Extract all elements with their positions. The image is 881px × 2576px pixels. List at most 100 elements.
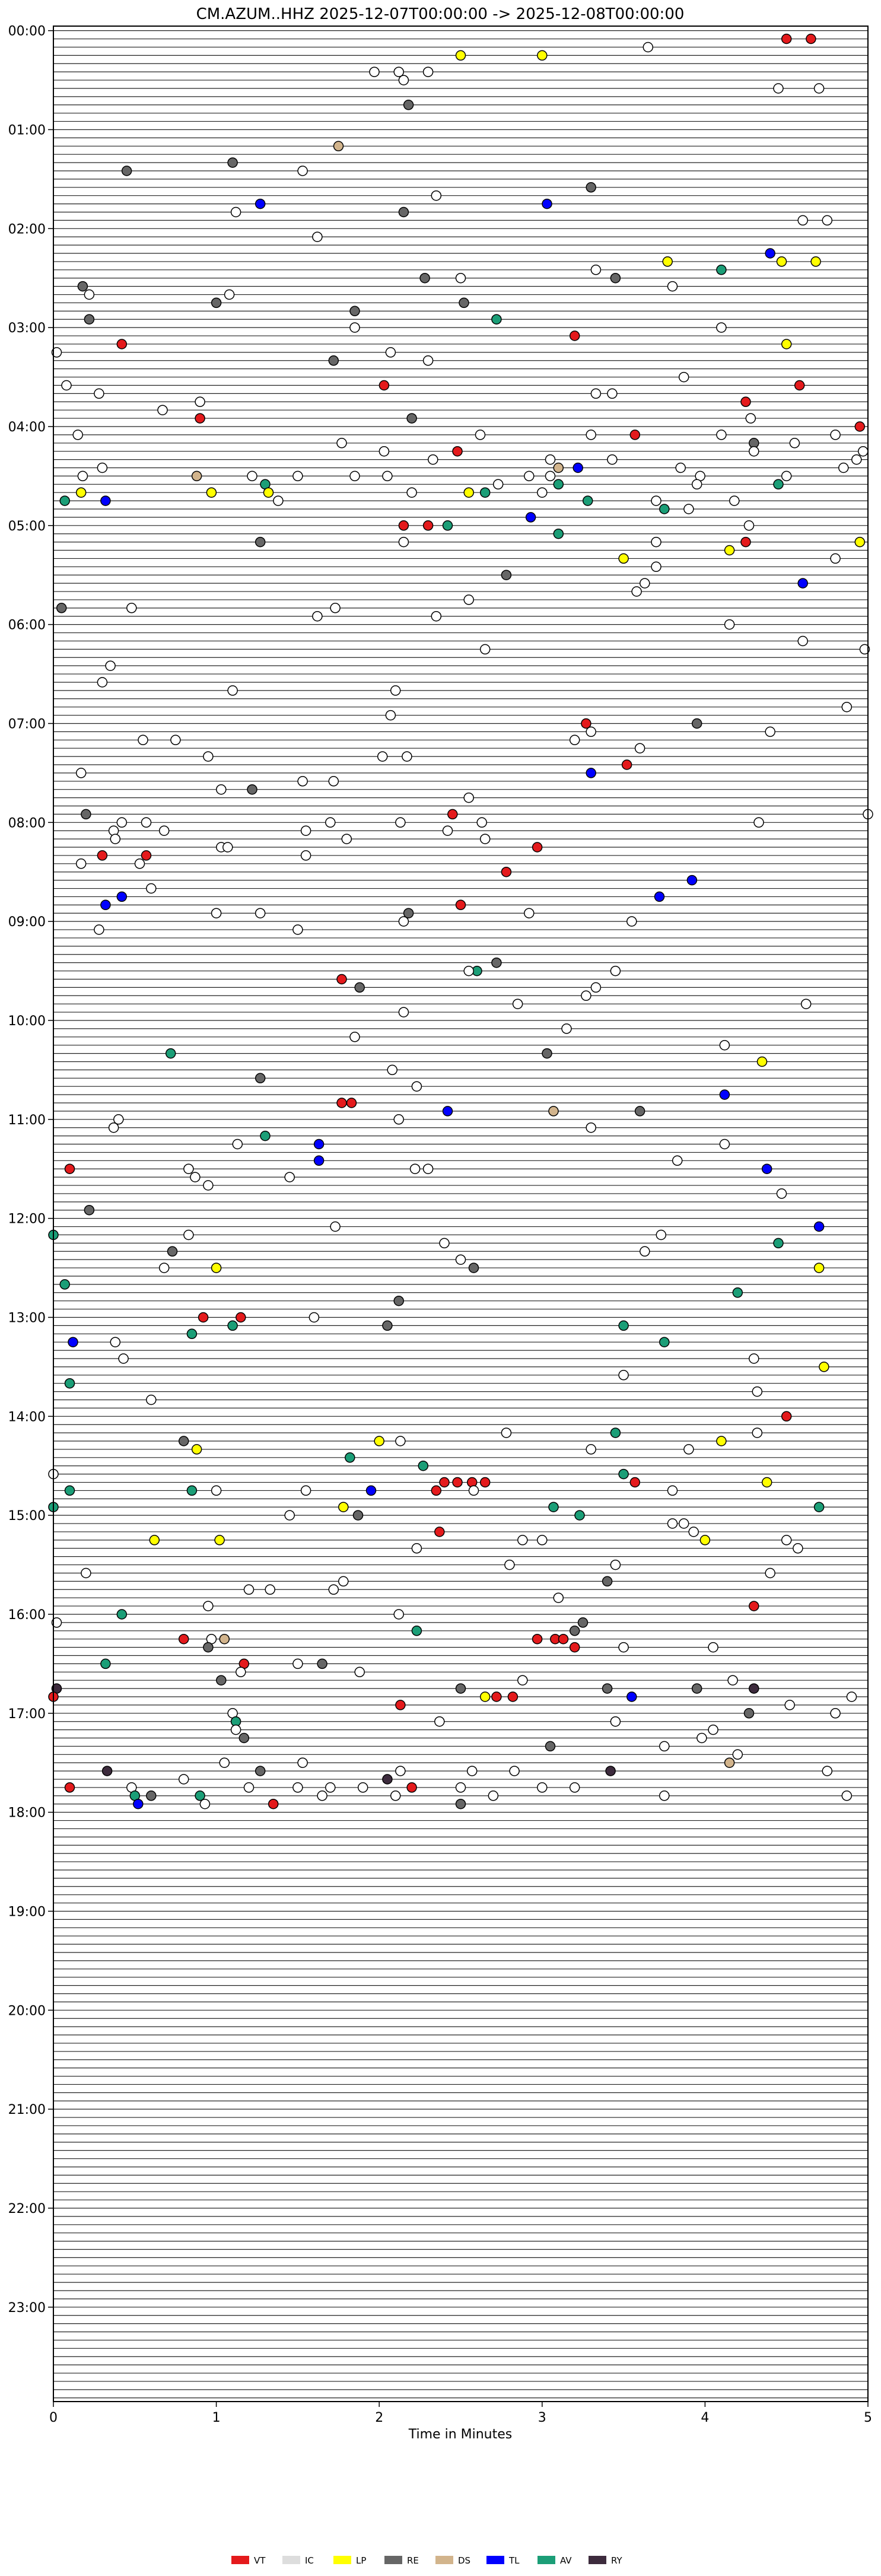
event-marker-ic: [672, 1155, 683, 1166]
event-marker-ry: [101, 1766, 113, 1776]
event-marker-av: [553, 528, 564, 539]
event-marker-ic: [292, 1658, 303, 1669]
event-marker-lp: [756, 1056, 768, 1067]
event-marker-ic: [146, 883, 157, 894]
y-tick-label: 00:00: [8, 24, 46, 39]
y-tick-label: 02:00: [8, 222, 46, 237]
event-marker-ic: [230, 206, 241, 218]
event-marker-re: [602, 1576, 613, 1587]
event-marker-vt: [569, 1642, 580, 1653]
event-marker-lp: [810, 256, 821, 267]
event-marker-tl: [525, 512, 536, 523]
event-marker-ic: [455, 1254, 466, 1265]
event-marker-ry: [749, 1683, 759, 1694]
event-marker-lp: [699, 1535, 711, 1545]
event-marker-re: [634, 1106, 645, 1117]
event-marker-re: [501, 570, 512, 580]
event-marker-vt: [439, 1477, 450, 1488]
event-marker-ic: [607, 454, 618, 465]
event-marker-vt: [740, 396, 751, 408]
event-marker-re: [167, 1246, 178, 1257]
event-marker-ic: [724, 619, 735, 630]
event-marker-ic: [382, 470, 393, 482]
event-marker-re: [406, 413, 417, 424]
event-marker-ic: [398, 536, 409, 548]
event-marker-re: [602, 1683, 613, 1694]
legend-label-ic: IC: [305, 2555, 314, 2566]
event-marker-re: [459, 297, 469, 309]
event-marker-ic: [273, 495, 284, 506]
event-marker-ic: [667, 281, 678, 292]
event-marker-ic: [51, 1617, 62, 1628]
legend-swatch-re: [384, 2556, 402, 2564]
event-marker-tl: [813, 1221, 825, 1232]
event-marker-re: [542, 1048, 552, 1059]
event-marker-av: [618, 1468, 629, 1480]
event-marker-av: [116, 1609, 128, 1620]
event-marker-ic: [126, 603, 137, 613]
event-marker-ic: [434, 1716, 445, 1727]
event-marker-vt: [447, 809, 458, 820]
event-marker-ic: [94, 924, 104, 935]
event-marker-ic: [610, 1716, 621, 1727]
event-marker-ic: [328, 1584, 339, 1595]
event-marker-tl: [626, 1691, 637, 1702]
legend-swatch-ds: [435, 2556, 453, 2564]
event-marker-re: [238, 1732, 250, 1744]
event-marker-ic: [51, 347, 62, 358]
event-marker-ic: [395, 1766, 406, 1776]
event-marker-re: [247, 784, 257, 795]
event-marker-ic: [312, 610, 323, 622]
event-marker-re: [146, 1791, 157, 1801]
event-marker-ic: [607, 388, 618, 399]
event-marker-ic: [569, 734, 580, 746]
event-marker-re: [577, 1617, 589, 1628]
event-marker-ic: [110, 1337, 121, 1347]
event-marker-ic: [158, 825, 170, 836]
event-marker-vt: [178, 1633, 189, 1645]
event-marker-re: [743, 1708, 755, 1719]
event-marker-ic: [537, 487, 548, 498]
event-marker-ic: [178, 1774, 189, 1785]
event-marker-ic: [488, 1791, 499, 1801]
event-marker-ic: [830, 1708, 841, 1719]
event-marker-ic: [640, 578, 650, 589]
event-marker-ic: [479, 834, 491, 844]
event-marker-av: [195, 1791, 205, 1801]
event-marker-re: [468, 1262, 479, 1273]
event-marker-ic: [97, 462, 108, 473]
event-marker-ic: [678, 1518, 689, 1529]
event-marker-ic: [116, 817, 128, 828]
event-marker-ic: [545, 470, 556, 482]
event-marker-av: [548, 1502, 559, 1512]
y-tick-label: 22:00: [8, 2202, 46, 2216]
x-tick-label: 0: [49, 2410, 58, 2425]
event-marker-av: [442, 520, 453, 531]
event-marker-av: [64, 1485, 75, 1496]
event-marker-vt: [64, 1163, 75, 1174]
event-marker-ic: [300, 825, 311, 836]
event-marker-lp: [211, 1262, 222, 1273]
event-marker-ic: [822, 1766, 833, 1776]
event-marker-ic: [586, 430, 596, 440]
event-marker-re: [81, 809, 91, 820]
event-marker-ic: [224, 289, 235, 300]
event-marker-av: [345, 1452, 355, 1463]
event-marker-vt: [398, 520, 409, 531]
event-marker-tl: [442, 1106, 453, 1117]
event-marker-re: [211, 297, 222, 309]
event-marker-lp: [214, 1535, 225, 1545]
event-marker-ic: [765, 1567, 775, 1579]
event-markers: [48, 33, 873, 1809]
event-marker-ic: [411, 1543, 422, 1554]
event-marker-re: [227, 157, 238, 168]
event-marker-ic: [475, 430, 486, 440]
event-marker-vt: [781, 1411, 792, 1422]
event-marker-ic: [659, 1791, 670, 1801]
event-marker-lp: [537, 50, 548, 61]
event-marker-ic: [422, 355, 434, 366]
event-marker-vt: [455, 899, 466, 911]
event-marker-ic: [797, 215, 808, 226]
event-marker-ic: [752, 1427, 763, 1438]
event-marker-ic: [312, 231, 323, 242]
